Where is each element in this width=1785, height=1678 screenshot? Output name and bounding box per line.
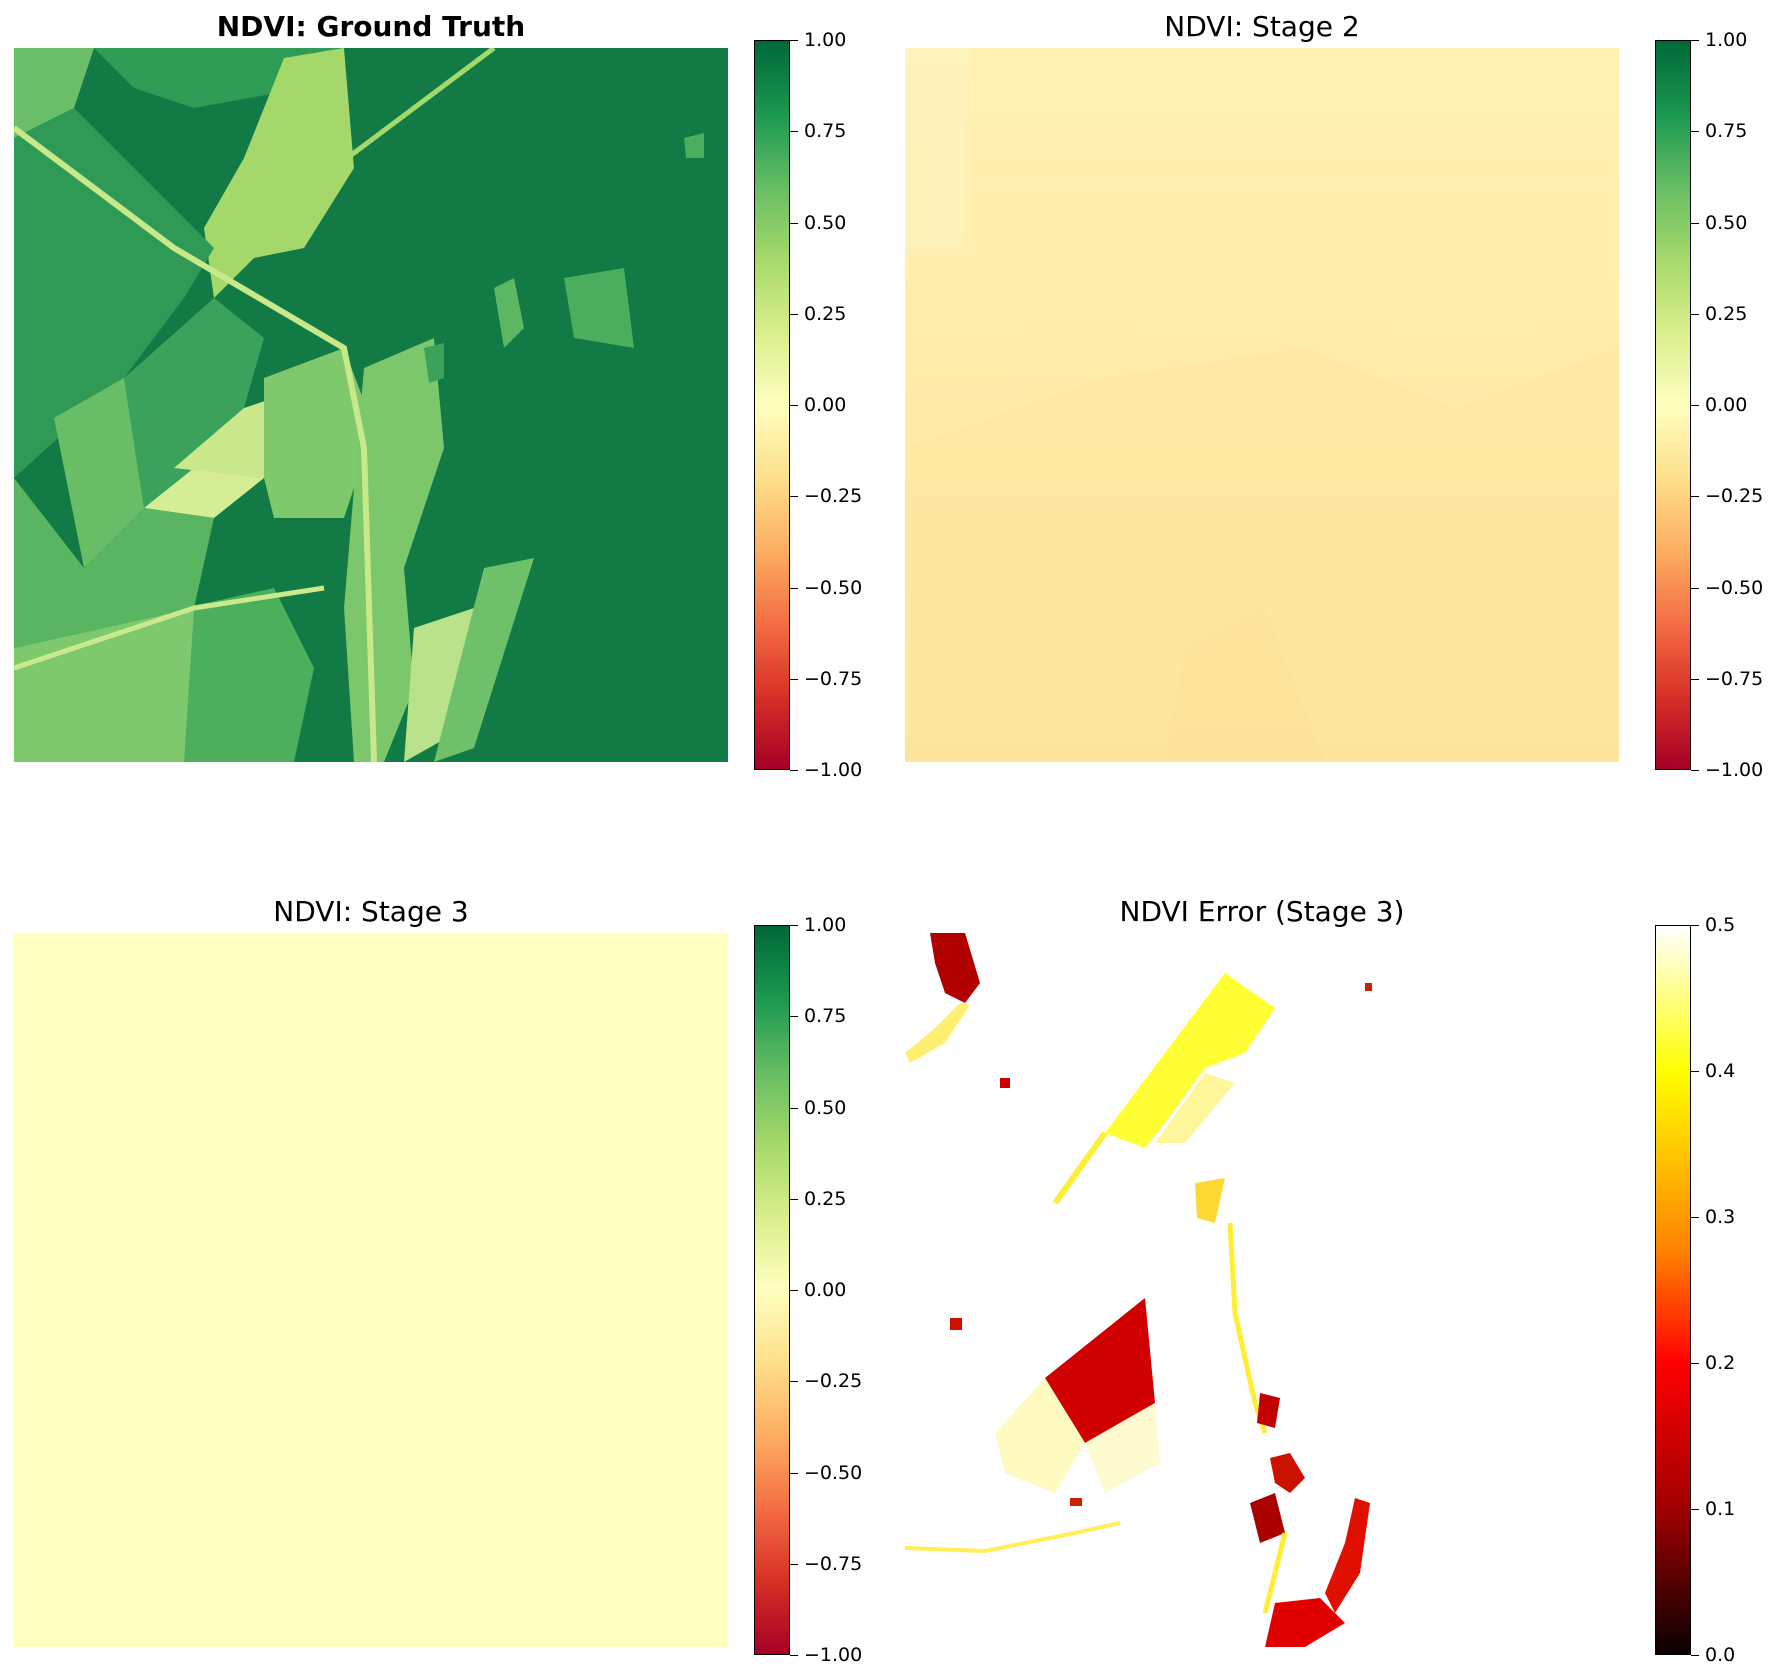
tick-label: −0.75 xyxy=(804,1552,863,1575)
tick-label: −1.00 xyxy=(804,759,863,781)
colorbar-3-ticks: 1.00 0.75 0.50 0.25 0.00 −0.25 −0.50 −0.… xyxy=(790,914,890,1666)
panel-3-title: NDVI: Stage 3 xyxy=(273,895,469,928)
colorbar-1 xyxy=(754,40,790,770)
tick-label: −0.50 xyxy=(1705,576,1764,599)
tick-label: 0.5 xyxy=(1705,914,1736,936)
panel-4-title: NDVI Error (Stage 3) xyxy=(1119,895,1405,928)
colorbar-2 xyxy=(1655,40,1691,770)
tick-label: 0.50 xyxy=(1705,211,1748,234)
tick-label: −1.00 xyxy=(1705,759,1764,781)
tick-label: 0.25 xyxy=(804,1187,847,1210)
tick-label: 0.0 xyxy=(1705,1644,1736,1666)
tick-label: 0.2 xyxy=(1705,1352,1736,1374)
tick-label: 0.00 xyxy=(804,394,847,416)
colorbar-2-ticks: 1.00 0.75 0.50 0.25 0.00 −0.25 −0.50 −0.… xyxy=(1691,29,1785,781)
colorbar-4 xyxy=(1655,925,1691,1655)
tick-label: 0.00 xyxy=(1705,394,1748,416)
panel-1-title: NDVI: Ground Truth xyxy=(216,10,526,43)
tick-label: −1.00 xyxy=(804,1644,863,1666)
colorbar-1-ticks: 1.00 0.75 0.50 0.25 0.00 −0.25 −0.50 −0.… xyxy=(790,29,890,781)
tick-label: −0.25 xyxy=(1705,485,1764,508)
stage-3-image xyxy=(14,933,728,1647)
tick-label: 0.00 xyxy=(804,1279,847,1301)
tick-label: 0.25 xyxy=(804,302,847,325)
tick-label: 0.3 xyxy=(1705,1206,1736,1228)
colorbar-4-ticks: 0.5 0.4 0.3 0.2 0.1 0.0 xyxy=(1691,914,1785,1666)
tick-label: 1.00 xyxy=(1705,29,1748,51)
colorbar-3 xyxy=(754,925,790,1655)
tick-label: 1.00 xyxy=(804,914,847,936)
tick-label: −0.50 xyxy=(804,1461,863,1484)
tick-label: 0.75 xyxy=(1705,120,1748,143)
tick-label: −0.50 xyxy=(804,576,863,599)
ground-truth-image xyxy=(14,48,728,762)
tick-label: 0.1 xyxy=(1705,1498,1736,1520)
error-image xyxy=(905,933,1619,1647)
tick-label: −0.25 xyxy=(804,1370,863,1393)
panel-2-title: NDVI: Stage 2 xyxy=(1164,10,1360,43)
tick-label: −0.25 xyxy=(804,485,863,508)
tick-label: −0.75 xyxy=(1705,667,1764,690)
tick-label: 0.75 xyxy=(804,1005,847,1028)
tick-label: 0.50 xyxy=(804,211,847,234)
tick-label: 0.75 xyxy=(804,120,847,143)
tick-label: 1.00 xyxy=(804,29,847,51)
stage-2-image xyxy=(905,48,1619,762)
tick-label: 0.4 xyxy=(1705,1060,1736,1082)
tick-label: 0.25 xyxy=(1705,302,1748,325)
tick-label: 0.50 xyxy=(804,1096,847,1119)
tick-label: −0.75 xyxy=(804,667,863,690)
